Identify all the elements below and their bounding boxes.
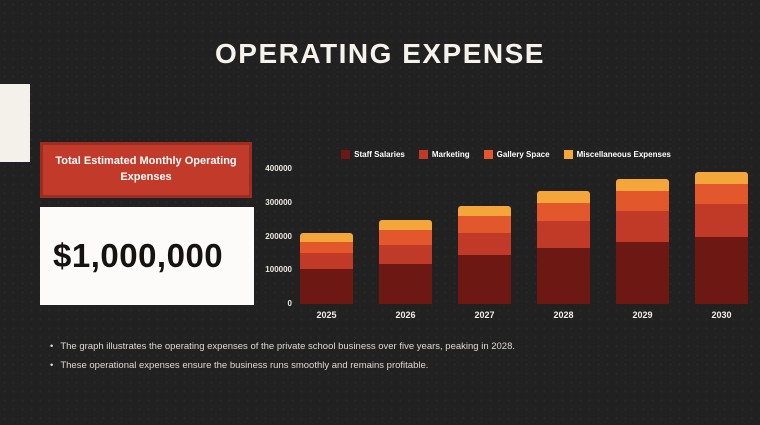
legend-item: Marketing: [418, 150, 470, 159]
notes: • The graph illustrates the operating ex…: [50, 340, 720, 379]
bar-segment: [379, 244, 432, 264]
bar-column: [458, 206, 511, 304]
bar-column: [695, 172, 748, 304]
bar-segment: [300, 233, 353, 242]
bar-segment: [695, 204, 748, 237]
bar-segment: [537, 202, 590, 222]
expenses-label-card: Total Estimated Monthly Operating Expens…: [40, 142, 252, 198]
bar-column: [379, 219, 432, 304]
bar-segment: [616, 241, 669, 304]
legend-item: Gallery Space: [483, 150, 550, 159]
x-tick-label: 2029: [632, 310, 653, 320]
bar-segment: [300, 253, 353, 269]
legend-swatch-icon: [341, 150, 351, 159]
bullet-icon: •: [50, 360, 54, 372]
legend-label: Marketing: [431, 150, 470, 159]
bullet-icon: •: [50, 341, 54, 352]
decorative-left-strip: [0, 84, 30, 162]
y-tick-label: 200000: [265, 231, 292, 241]
bar-segment: [379, 229, 432, 245]
bar-segment: [300, 241, 353, 254]
legend-swatch-icon: [483, 150, 493, 159]
bar-column: [537, 190, 590, 304]
note-text: These operational expenses ensure the bu…: [60, 360, 429, 372]
legend-item: Staff Salaries: [341, 150, 405, 159]
bars-area: 2025 2026 2027 2028 2029 2030: [300, 169, 752, 320]
bar-segment: [616, 179, 669, 191]
y-tick-label: 300000: [265, 197, 292, 207]
legend-swatch-icon: [563, 150, 573, 159]
page-title: OPERATING EXPENSE: [215, 38, 545, 69]
bar-column: [616, 179, 669, 304]
x-tick-label: 2027: [474, 310, 495, 320]
x-tick-label: 2030: [711, 310, 732, 320]
bars: [300, 169, 752, 304]
bar-segment: [379, 263, 432, 304]
bar-segment: [458, 206, 511, 217]
expenses-value-card: $1,000,000: [40, 207, 254, 305]
note-line: • The graph illustrates the operating ex…: [50, 340, 720, 354]
expenses-chart: Staff Salaries Marketing Gallery Space Misc…: [260, 150, 752, 320]
bar-segment: [695, 172, 748, 185]
expenses-value: $1,000,000: [53, 237, 224, 274]
x-tick-label: 2026: [395, 310, 416, 320]
note-line: • These operational expenses ensure the …: [50, 359, 720, 373]
y-axis: 0 100000 200000 300000 400000: [260, 164, 300, 308]
bar-segment: [458, 255, 511, 304]
bar-segment: [695, 236, 748, 304]
bar-segment: [537, 248, 590, 304]
bar-segment: [379, 219, 432, 230]
bar-segment: [300, 268, 353, 304]
bar-segment: [537, 190, 590, 203]
bar-segment: [458, 216, 511, 234]
y-tick-label: 100000: [265, 265, 292, 275]
x-axis: 2025 2026 2027 2028 2029 2030: [300, 310, 752, 320]
legend-label: Miscellaneous Expenses: [576, 150, 671, 159]
bar-segment: [616, 211, 669, 242]
y-tick-label: 0: [287, 299, 292, 308]
legend-item: Miscellaneous Expenses: [563, 150, 671, 159]
bar-segment: [458, 233, 511, 256]
y-tick-label: 400000: [265, 164, 292, 173]
x-tick-label: 2025: [316, 310, 337, 320]
chart-body: 0 100000 200000 300000 400000 2025 2026 2027 20…: [260, 164, 752, 320]
legend-label: Staff Salaries: [354, 150, 405, 159]
bar-column: [300, 233, 353, 304]
note-text: The graph illustrates the operating expe…: [60, 341, 516, 352]
legend-label: Gallery Space: [496, 150, 550, 159]
x-tick-label: 2028: [553, 310, 574, 320]
bar-segment: [537, 221, 590, 249]
legend-swatch-icon: [418, 150, 428, 159]
chart-legend: Staff Salaries Marketing Gallery Space Misc…: [260, 150, 752, 159]
bar-segment: [695, 184, 748, 205]
expenses-label: Total Estimated Monthly Operating Expens…: [55, 155, 237, 183]
bar-segment: [616, 190, 669, 212]
